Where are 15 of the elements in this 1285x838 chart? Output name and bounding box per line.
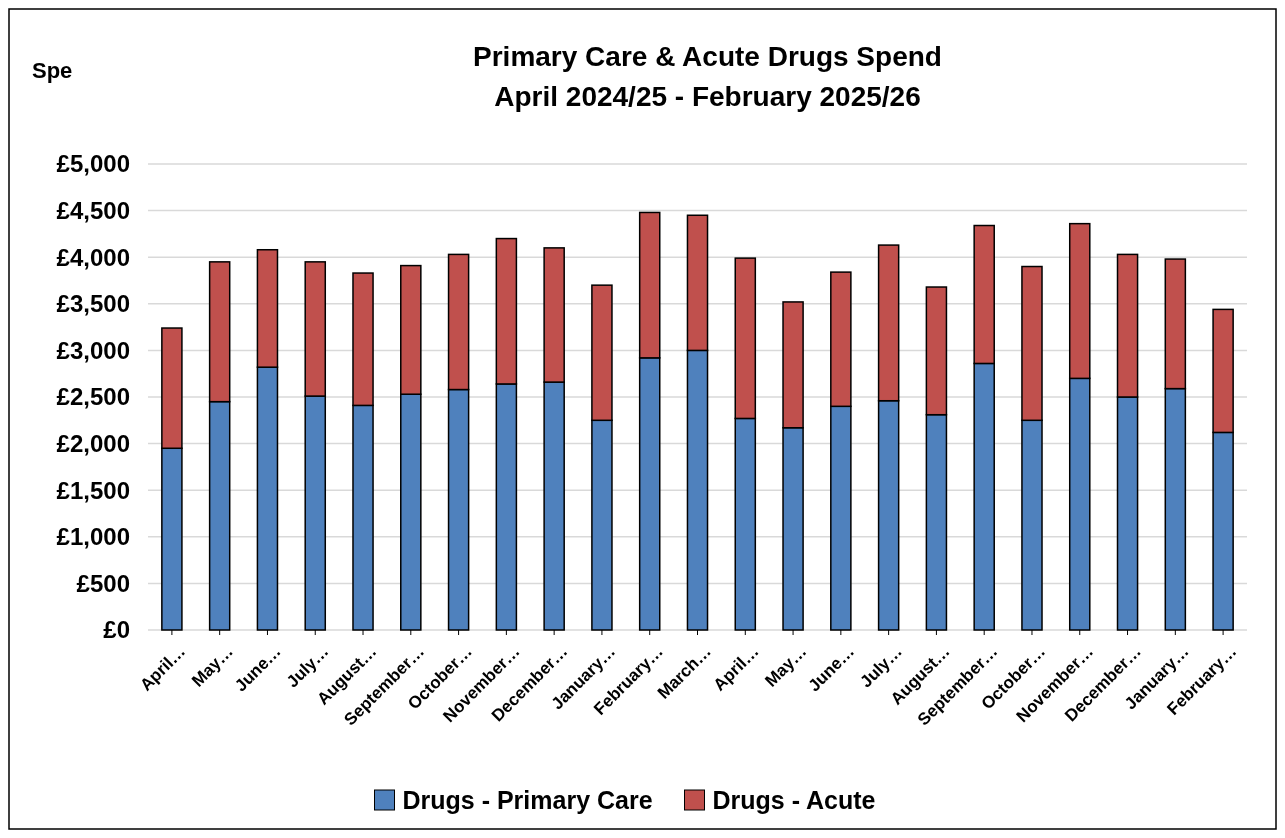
y-tick-label: £500: [76, 569, 130, 597]
legend-label: Drugs - Primary Care: [402, 785, 653, 814]
chart-title: Primary Care & Acute Drugs Spend April 2024/25 - February 2025/26: [473, 41, 942, 112]
y-tick-label: £2,500: [56, 383, 130, 411]
y-tick-label: £2,000: [56, 430, 130, 457]
y-tick-label: £1,000: [56, 523, 130, 551]
y-tick-label: £5,000: [56, 150, 130, 178]
y-tick-label: £3,000: [56, 336, 130, 364]
y-tick-label: £3,500: [56, 290, 130, 318]
y-tick-label: £1,500: [56, 476, 130, 504]
y-axis-title: Spe: [32, 58, 73, 83]
legend-label: Drugs - Acute: [712, 785, 876, 814]
y-tick-label: £4,000: [56, 243, 130, 271]
y-tick-label: £4,500: [56, 197, 130, 224]
y-tick-label: £0: [103, 616, 130, 644]
